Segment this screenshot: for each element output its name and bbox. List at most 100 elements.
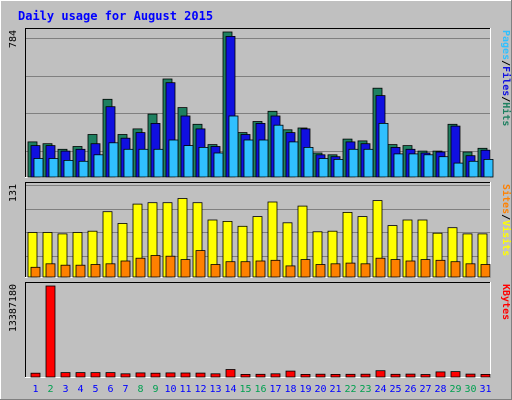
legend-entry-visits: Visits xyxy=(500,220,512,256)
legend-separator: / xyxy=(500,214,511,220)
bar-pages-day-8 xyxy=(138,148,149,178)
bar-kbytes-day-19 xyxy=(300,373,311,378)
bar-kbytes-day-8 xyxy=(135,372,146,378)
bar-sites-day-4 xyxy=(75,264,86,278)
bar-pages-day-21 xyxy=(333,158,344,178)
x-tick-label-day-26: 26 xyxy=(404,384,416,395)
bar-kbytes-day-1 xyxy=(30,372,41,378)
bar-kbytes-day-2 xyxy=(45,285,56,378)
bar-pages-day-15 xyxy=(243,139,254,178)
bar-kbytes-day-20 xyxy=(315,373,326,378)
x-tick-label-day-30: 30 xyxy=(464,384,476,395)
panel-bottom: 13387180 KBytes xyxy=(8,282,511,378)
x-tick-label-day-6: 6 xyxy=(107,384,113,395)
x-tick-label-day-31: 31 xyxy=(479,384,491,395)
bar-sites-day-8 xyxy=(135,257,146,278)
bar-kbytes-day-27 xyxy=(420,374,431,378)
x-tick-label-day-11: 11 xyxy=(179,384,191,395)
bar-pages-day-9 xyxy=(153,148,164,178)
legend-top: Pages/Files/Hits xyxy=(500,30,512,126)
panel-top: 784 Pages/Files/Hits xyxy=(8,28,512,178)
legend-entry-kbytes: KBytes xyxy=(500,284,511,320)
bar-kbytes-day-14 xyxy=(225,369,236,378)
bar-sites-day-31 xyxy=(480,264,491,278)
bar-sites-day-12 xyxy=(195,250,206,278)
bar-sites-day-7 xyxy=(120,260,131,278)
bar-sites-day-23 xyxy=(360,263,371,278)
bar-kbytes-day-22 xyxy=(345,373,356,378)
x-tick-label-day-2: 2 xyxy=(47,384,53,395)
bar-sites-day-17 xyxy=(270,259,281,278)
bar-kbytes-day-6 xyxy=(105,372,116,378)
x-tick-label-day-8: 8 xyxy=(137,384,143,395)
bar-sites-day-9 xyxy=(150,255,161,278)
bar-kbytes-day-10 xyxy=(165,372,176,378)
bar-kbytes-day-31 xyxy=(480,373,491,378)
x-tick-label-day-22: 22 xyxy=(344,384,356,395)
x-tick-label-day-23: 23 xyxy=(359,384,371,395)
x-tick-label-day-14: 14 xyxy=(224,384,236,395)
bar-pages-day-26 xyxy=(408,153,419,178)
x-tick-label-day-29: 29 xyxy=(449,384,461,395)
bar-pages-day-18 xyxy=(288,141,299,178)
bar-sites-day-26 xyxy=(405,260,416,278)
bar-kbytes-day-25 xyxy=(390,373,401,378)
bar-pages-day-11 xyxy=(183,145,194,178)
y-tick-label-top: 784 xyxy=(8,30,19,48)
bar-pages-day-7 xyxy=(123,148,134,178)
bar-kbytes-day-5 xyxy=(90,372,101,378)
bar-kbytes-day-7 xyxy=(120,373,131,378)
bar-kbytes-day-16 xyxy=(255,373,266,378)
x-tick-label-day-15: 15 xyxy=(239,384,251,395)
x-tick-label-day-25: 25 xyxy=(389,384,401,395)
chart-title: Daily usage for August 2015 xyxy=(18,9,213,23)
x-tick-label-day-9: 9 xyxy=(152,384,158,395)
bar-sites-day-16 xyxy=(255,260,266,278)
x-tick-label-day-10: 10 xyxy=(164,384,176,395)
bar-pages-day-29 xyxy=(453,162,464,178)
bar-kbytes-day-12 xyxy=(195,372,206,378)
y-tick-label-bottom: 13387180 xyxy=(8,284,19,332)
bar-pages-day-20 xyxy=(318,158,329,178)
legend-entry-pages: Pages xyxy=(500,30,511,60)
bar-pages-day-4 xyxy=(78,160,89,178)
panel-middle: 131 Sites/Visits xyxy=(8,182,512,278)
bar-kbytes-day-24 xyxy=(375,370,386,378)
legend-entry-hits: Hits xyxy=(500,102,512,126)
bar-sites-day-5 xyxy=(90,264,101,278)
x-tick-label-day-16: 16 xyxy=(254,384,266,395)
bar-pages-day-17 xyxy=(273,124,284,178)
bar-kbytes-day-26 xyxy=(405,373,416,378)
bar-pages-day-1 xyxy=(33,158,44,178)
bar-pages-day-27 xyxy=(423,154,434,178)
bar-kbytes-day-11 xyxy=(180,372,191,378)
bar-sites-day-21 xyxy=(330,263,341,278)
bar-sites-day-27 xyxy=(420,259,431,278)
bar-pages-day-19 xyxy=(303,146,314,178)
bar-pages-day-2 xyxy=(48,158,59,178)
bar-sites-day-29 xyxy=(450,261,461,278)
x-tick-label-day-28: 28 xyxy=(434,384,446,395)
bar-sites-day-11 xyxy=(180,259,191,278)
x-tick-label-day-17: 17 xyxy=(269,384,281,395)
bar-sites-day-22 xyxy=(345,262,356,278)
bar-pages-day-24 xyxy=(378,123,389,178)
bar-pages-day-13 xyxy=(213,152,224,178)
x-tick-label-day-3: 3 xyxy=(62,384,68,395)
legend-separator: / xyxy=(500,96,511,102)
bar-kbytes-day-3 xyxy=(60,372,71,378)
legend-entry-sites: Sites xyxy=(500,184,512,214)
bar-pages-day-6 xyxy=(108,142,119,178)
x-tick-label-day-27: 27 xyxy=(419,384,431,395)
bar-sites-day-13 xyxy=(210,264,221,278)
bar-kbytes-day-15 xyxy=(240,373,251,378)
bar-sites-day-1 xyxy=(30,266,41,278)
bar-sites-day-3 xyxy=(60,264,71,278)
bar-kbytes-day-4 xyxy=(75,372,86,378)
bar-kbytes-day-30 xyxy=(465,373,476,378)
bar-kbytes-day-21 xyxy=(330,373,341,378)
bar-sites-day-14 xyxy=(225,261,236,278)
bar-kbytes-day-9 xyxy=(150,372,161,378)
bar-sites-day-18 xyxy=(285,265,296,278)
